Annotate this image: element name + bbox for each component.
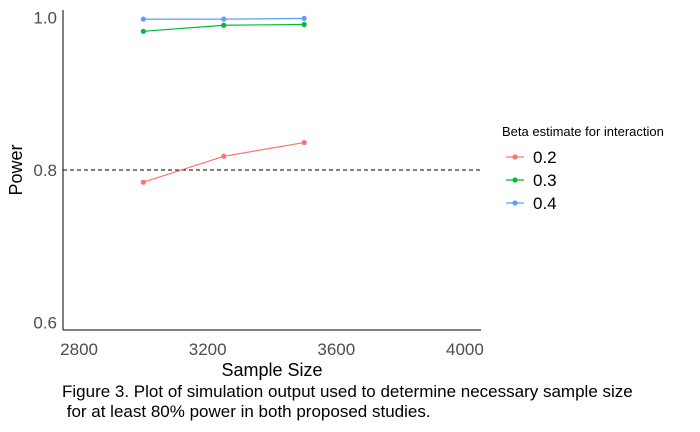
data-point — [301, 15, 307, 21]
x-tick-label: 2800 — [60, 340, 98, 359]
legend-title: Beta estimate for interaction — [502, 124, 664, 139]
data-point — [140, 179, 146, 185]
legend-items: 0.2 0.3 0.4 — [506, 148, 557, 213]
power-chart: 2800 3200 3600 4000 0.6 0.8 1.0 Sample Size Po… — [6, 9, 664, 380]
x-tick-label: 3600 — [317, 340, 355, 359]
caption-line-1: Figure 3. Plot of simulation output used… — [62, 382, 633, 401]
y-axis-title: Power — [6, 144, 26, 195]
data-point — [301, 139, 307, 146]
legend-key-point — [512, 154, 518, 160]
data-point — [140, 28, 146, 34]
data-point — [140, 16, 146, 22]
y-tick-label: 1.0 — [33, 9, 57, 28]
series-points — [140, 15, 307, 185]
caption-line-2: for at least 80% power in both proposed … — [62, 402, 431, 421]
legend: Beta estimate for interaction 0.2 0.3 0.4 — [502, 124, 664, 213]
legend-label: 0.4 — [533, 194, 557, 213]
legend-key-point — [512, 177, 518, 183]
x-tick-label: 4000 — [446, 340, 484, 359]
legend-label: 0.2 — [533, 148, 557, 167]
legend-label: 0.3 — [533, 171, 557, 190]
data-point — [221, 16, 227, 22]
y-tick-label: 0.8 — [33, 161, 57, 180]
x-tick-label: 3200 — [189, 340, 227, 359]
series-line-0.2 — [143, 141, 305, 183]
x-axis-title: Sample Size — [221, 360, 322, 380]
legend-key-point — [512, 200, 518, 206]
data-point — [301, 21, 307, 28]
tick-labels: 2800 3200 3600 4000 0.6 0.8 1.0 — [33, 9, 483, 359]
data-point — [221, 153, 227, 159]
figure-caption: Figure 3. Plot of simulation output used… — [62, 382, 700, 422]
axes — [62, 10, 481, 331]
data-point — [221, 22, 227, 28]
y-tick-label: 0.6 — [33, 313, 57, 332]
